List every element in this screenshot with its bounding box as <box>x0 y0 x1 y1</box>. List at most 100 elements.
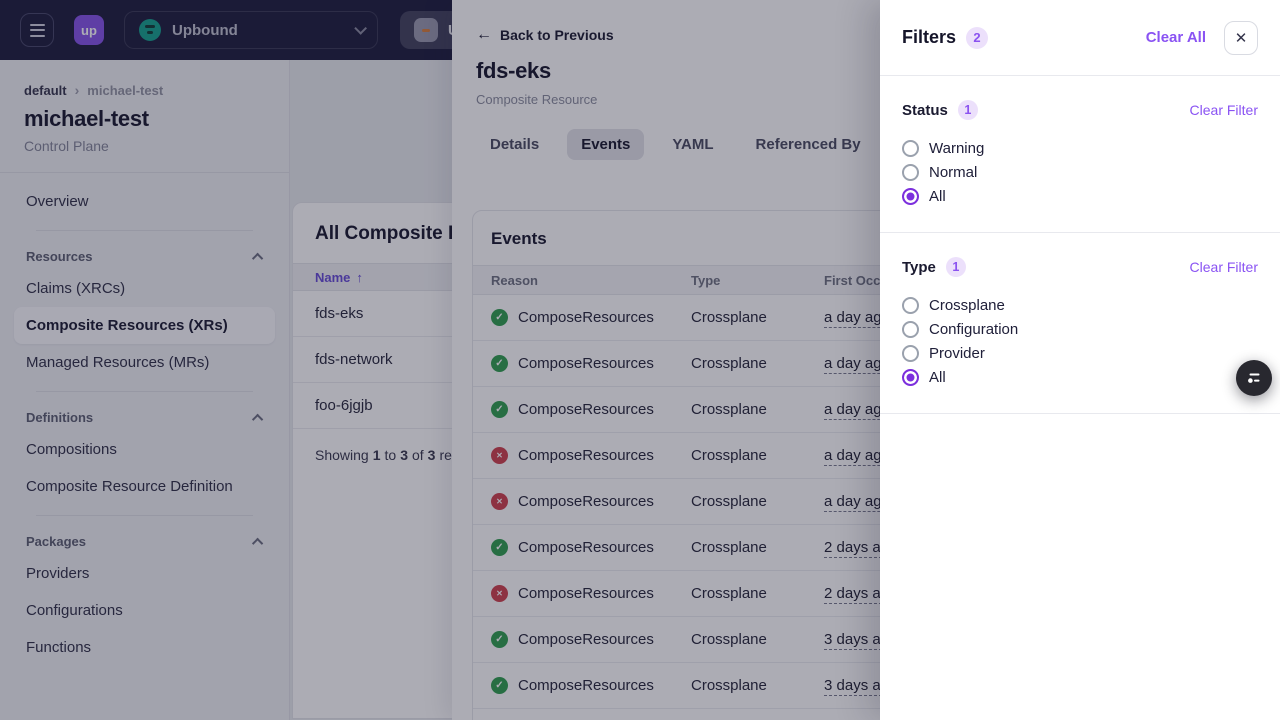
sidebar-section-packages[interactable]: Packages <box>14 526 275 555</box>
table-row: ✓ ComposeResources Crossplane a day ago <box>473 387 1259 433</box>
first-occurred-link[interactable]: 3 days ago <box>824 631 898 650</box>
radio-option-warning[interactable]: Warning <box>902 136 1258 160</box>
filter-section-status: Status 1 Clear Filter Warning Normal All <box>880 76 1280 233</box>
tab-yaml[interactable]: YAML <box>672 136 714 153</box>
close-drawer-button[interactable]: ✕ <box>1224 20 1258 55</box>
radio-unselected-icon <box>902 163 919 181</box>
first-occurred-link[interactable]: a day ago <box>824 447 890 466</box>
success-icon: ✓ <box>491 631 508 648</box>
table-row: ✓ ComposeResources Crossplane a day ago <box>473 295 1259 341</box>
success-icon: ✓ <box>491 539 508 556</box>
sidebar-item-overview[interactable]: Overview <box>26 193 89 210</box>
tab-details[interactable]: Details <box>490 136 540 153</box>
sidebar: default › michael-test michael-test Cont… <box>0 60 290 720</box>
section-label: Resources <box>26 249 93 264</box>
sidebar-item-managed-resources[interactable]: Managed Resources (MRs) <box>26 354 210 371</box>
breadcrumb: default › michael-test <box>0 60 289 98</box>
radio-option-status-all[interactable]: All <box>902 184 1258 208</box>
back-label: Back to Previous <box>500 27 614 43</box>
filters-title: Filters <box>902 27 957 47</box>
breadcrumb-current: michael-test <box>87 82 164 98</box>
sidebar-section-resources[interactable]: Resources <box>14 241 275 270</box>
organization-selector[interactable]: Upbound <box>124 11 378 49</box>
sidebar-item-providers[interactable]: Providers <box>26 565 90 582</box>
sidebar-item-composite-resources[interactable]: Composite Resources (XRs) <box>14 307 275 344</box>
table-row: ✕ ComposeResources Crossplane a day ago <box>473 479 1259 525</box>
hamburger-menu-button[interactable] <box>20 13 54 47</box>
control-plane-subtitle: Control Plane <box>24 138 109 154</box>
success-icon: ✓ <box>491 401 508 418</box>
logo-text: up <box>81 22 97 38</box>
filters-count-badge: 2 <box>966 26 989 49</box>
events-card: Events Reason Type First Occurred ✓ Compo… <box>472 210 1260 720</box>
clear-status-filter-button[interactable]: Clear Filter <box>1189 102 1258 118</box>
control-plane-icon <box>414 18 438 42</box>
tab-events[interactable]: Events <box>567 129 645 160</box>
events-title: Events <box>491 229 547 248</box>
section-label: Packages <box>26 534 86 549</box>
first-occurred-link[interactable]: a day ago <box>824 309 890 328</box>
radio-option-crossplane[interactable]: Crossplane <box>902 293 1258 317</box>
detail-tabs: Details Events YAML Referenced By <box>452 107 1280 160</box>
filter-section-type: Type 1 Clear Filter Crossplane Configura… <box>880 233 1280 414</box>
resource-subtitle: Composite Resource <box>476 92 598 107</box>
breadcrumb-parent[interactable]: default <box>24 82 67 98</box>
sort-asc-icon: ↑ <box>356 269 363 285</box>
radio-unselected-icon <box>902 296 919 314</box>
first-occurred-link[interactable]: 3 days ago <box>824 677 898 696</box>
back-to-previous-link[interactable]: ← Back to Previous <box>452 0 1280 44</box>
status-count-badge: 1 <box>957 100 978 120</box>
filters-drawer: Filters 2 Clear All ✕ Status 1 Clear Fil… <box>880 0 1280 720</box>
success-icon: ✓ <box>491 355 508 372</box>
table-row: ✓ ComposeResources Crossplane 3 days ago <box>473 663 1259 709</box>
backdrop-overlay[interactable] <box>0 0 880 720</box>
sidebar-item-xrd[interactable]: Composite Resource Definition <box>26 478 233 495</box>
radio-option-provider[interactable]: Provider <box>902 341 1258 365</box>
column-header-name[interactable]: Name <box>315 269 351 285</box>
radio-option-normal[interactable]: Normal <box>902 160 1258 184</box>
org-selector-label: Upbound <box>172 21 238 39</box>
sidebar-item-configurations[interactable]: Configurations <box>26 602 123 619</box>
radio-unselected-icon <box>902 344 919 362</box>
table-row: ✓ ComposeResources Crossplane 2 days ago <box>473 525 1259 571</box>
divider <box>0 172 289 173</box>
sidebar-item-functions[interactable]: Functions <box>26 639 92 656</box>
sidebar-nav: Overview Resources Claims (XRCs) Composi… <box>0 173 289 676</box>
first-occurred-link[interactable]: 2 days ago <box>824 539 898 558</box>
clear-all-button[interactable]: Clear All <box>1145 29 1206 46</box>
radio-selected-icon <box>902 187 919 205</box>
error-icon: ✕ <box>491 585 508 602</box>
clear-type-filter-button[interactable]: Clear Filter <box>1189 259 1258 275</box>
first-occurred-link[interactable]: a day ago <box>824 355 890 374</box>
filters-header: Filters 2 Clear All ✕ <box>880 0 1280 76</box>
success-icon: ✓ <box>491 677 508 694</box>
chevron-right-icon: › <box>74 82 80 98</box>
filters-toggle-fab[interactable] <box>1236 360 1272 396</box>
error-icon: ✕ <box>491 447 508 464</box>
first-occurred-link[interactable]: a day ago <box>824 493 890 512</box>
sidebar-item-claims[interactable]: Claims (XRCs) <box>26 280 126 297</box>
radio-option-configuration[interactable]: Configuration <box>902 317 1258 341</box>
radio-option-type-all[interactable]: All <box>902 365 1258 389</box>
column-header-type: Type <box>691 272 721 288</box>
radio-unselected-icon <box>902 320 919 338</box>
upbound-logo: up <box>74 15 104 45</box>
radio-unselected-icon <box>902 139 919 157</box>
first-occurred-link[interactable]: 2 days ago <box>824 585 898 604</box>
filter-lines-icon <box>1248 373 1260 383</box>
table-row: ✓ ComposeResources Crossplane 3 days ago <box>473 617 1259 663</box>
column-header-reason: Reason <box>491 272 538 288</box>
success-icon: ✓ <box>491 309 508 326</box>
section-label: Definitions <box>26 410 94 425</box>
back-arrow-icon: ← <box>476 26 492 43</box>
table-row: ✓ ComposeResources Crossplane a day ago <box>473 341 1259 387</box>
radio-selected-icon <box>902 368 919 386</box>
tab-referenced-by[interactable]: Referenced By <box>755 136 861 153</box>
status-section-title: Status <box>902 101 948 119</box>
org-avatar-icon <box>139 19 161 41</box>
sidebar-section-definitions[interactable]: Definitions <box>14 402 275 431</box>
first-occurred-link[interactable]: a day ago <box>824 401 890 420</box>
type-section-title: Type <box>902 258 936 276</box>
sidebar-item-compositions[interactable]: Compositions <box>26 441 117 458</box>
